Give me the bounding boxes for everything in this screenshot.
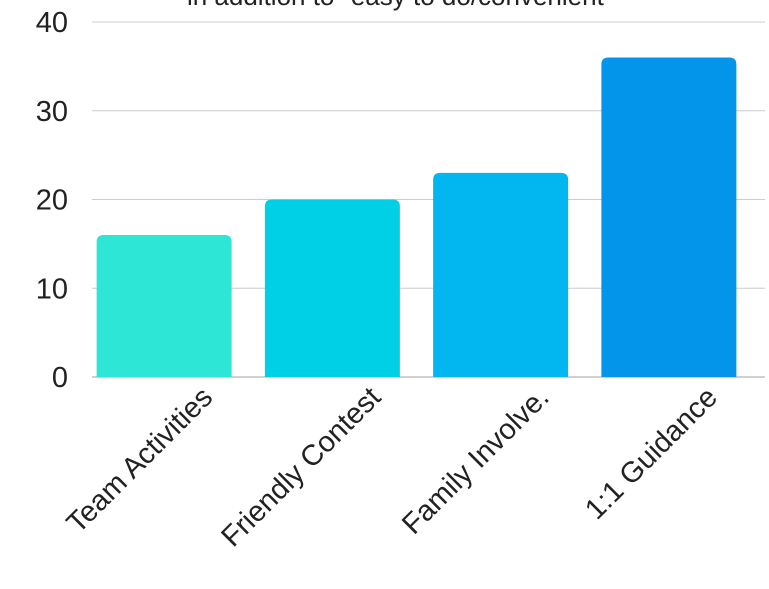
bar [264, 199, 400, 377]
y-tick-label: 30 [36, 96, 68, 128]
x-tick-label: Family Involve. [396, 381, 555, 540]
bars-layer [96, 57, 737, 377]
y-tick-label: 0 [52, 362, 68, 394]
y-tick-label: 10 [36, 273, 68, 305]
x-tick-label: 1:1 Guidance [579, 381, 724, 526]
y-tick-label: 40 [36, 7, 68, 39]
chart-title: in addition to "easy to do/convenient" [187, 0, 613, 11]
bar [96, 235, 232, 377]
x-tick-label: Team Activities [61, 381, 219, 539]
y-tick-label: 20 [36, 185, 68, 217]
x-tick-label: Friendly Contest [215, 381, 387, 553]
bar [601, 57, 737, 377]
bar [433, 172, 569, 377]
